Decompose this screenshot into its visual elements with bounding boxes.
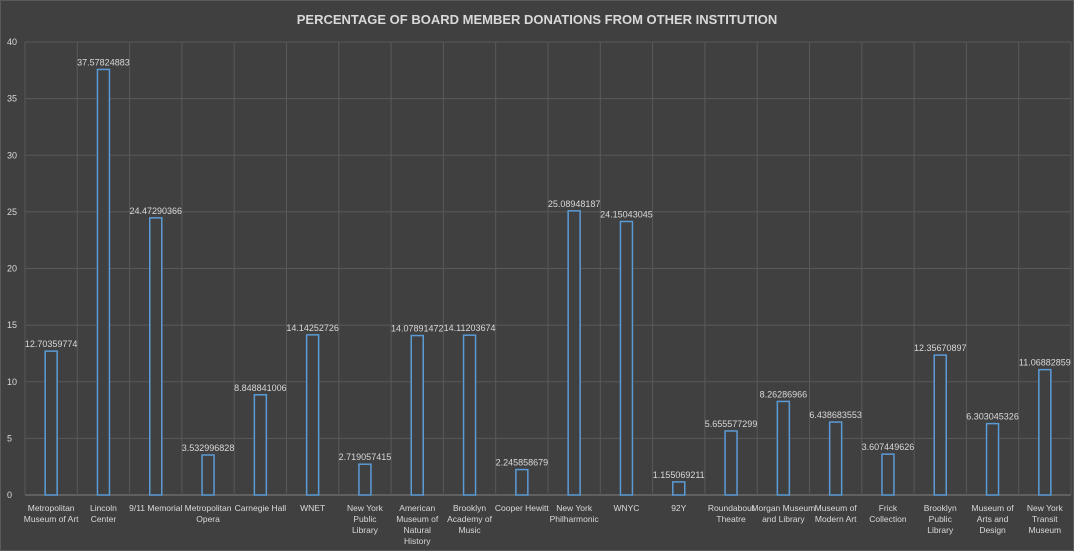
category-label: Brooklyn Academy of Music bbox=[447, 503, 493, 535]
category-label: Cooper Hewitt bbox=[495, 503, 549, 513]
bar bbox=[672, 481, 686, 496]
chart-title: PERCENTAGE OF BOARD MEMBER DONATIONS FRO… bbox=[297, 12, 778, 27]
y-tick-label: 5 bbox=[7, 433, 12, 443]
bar bbox=[462, 334, 477, 496]
category-label: Lincoln Center bbox=[90, 503, 117, 524]
y-tick-label: 20 bbox=[7, 264, 17, 274]
category-label: American Museum of Natural History bbox=[396, 503, 439, 546]
category-label: Museum of Arts and Design bbox=[972, 503, 1015, 535]
data-label: 2.245858679 bbox=[496, 458, 549, 468]
category-label: 92Y bbox=[671, 503, 686, 513]
bar bbox=[985, 422, 1000, 496]
y-axis: 0 5 10 15 20 25 30 35 40 bbox=[7, 37, 17, 500]
bar bbox=[933, 354, 947, 496]
bar bbox=[619, 220, 634, 496]
data-label: 24.47290366 bbox=[129, 206, 182, 216]
data-label: 8.26286966 bbox=[760, 389, 808, 399]
data-label: 3.532996828 bbox=[182, 443, 235, 453]
data-label: 6.438683553 bbox=[809, 410, 862, 420]
data-label: 3.607449626 bbox=[862, 442, 915, 452]
y-tick-label: 30 bbox=[7, 150, 17, 160]
data-label: 6.303045326 bbox=[966, 412, 1019, 422]
data-label: 14.14252726 bbox=[286, 323, 339, 333]
data-labels: 12.70359774 37.57824883 24.47290366 3.53299… bbox=[25, 57, 1071, 479]
bar bbox=[305, 334, 320, 496]
bar bbox=[201, 454, 215, 496]
bar bbox=[567, 210, 581, 496]
bar bbox=[44, 350, 58, 496]
category-label: Metropolitan Museum of Art bbox=[24, 503, 79, 524]
bar bbox=[724, 430, 738, 496]
y-tick-label: 15 bbox=[7, 320, 17, 330]
data-label: 11.06882859 bbox=[1019, 358, 1071, 368]
category-label: Roundabout Theatre bbox=[708, 503, 755, 524]
category-label: Morgan Museum and Library bbox=[751, 503, 815, 524]
y-tick-label: 25 bbox=[7, 207, 17, 217]
data-label: 2.719057415 bbox=[339, 452, 392, 462]
category-label: Carnegie Hall bbox=[235, 503, 287, 513]
bars bbox=[44, 68, 1052, 496]
bar bbox=[96, 68, 111, 496]
y-tick-label: 10 bbox=[7, 377, 17, 387]
data-label: 1.155069211 bbox=[653, 470, 705, 480]
category-label: WNYC bbox=[613, 503, 639, 513]
category-label: New York Public Library bbox=[347, 503, 384, 535]
category-label: 9/11 Memorial bbox=[129, 503, 182, 513]
data-label: 14.11203674 bbox=[444, 323, 496, 333]
category-label: New York Philharmonic bbox=[550, 503, 600, 524]
y-tick-label: 40 bbox=[7, 37, 17, 47]
bar bbox=[828, 421, 843, 496]
category-label: WNET bbox=[300, 503, 325, 513]
bar bbox=[515, 468, 529, 496]
data-label: 24.15043045 bbox=[600, 209, 653, 219]
y-tick-label: 35 bbox=[7, 94, 17, 104]
bar bbox=[1038, 368, 1052, 496]
data-label: 37.57824883 bbox=[77, 57, 130, 67]
gridlines bbox=[24, 41, 1072, 496]
data-label: 12.70359774 bbox=[25, 339, 78, 349]
y-tick-label: 0 bbox=[7, 490, 12, 500]
bar bbox=[410, 334, 424, 496]
category-label: Frick Collection bbox=[869, 503, 907, 524]
data-label: 5.655577299 bbox=[705, 419, 758, 429]
bar bbox=[149, 217, 163, 496]
bar bbox=[358, 463, 372, 496]
data-label: 25.08948187 bbox=[548, 199, 601, 209]
bar bbox=[881, 453, 895, 496]
category-label: New York Transit Museum bbox=[1027, 503, 1064, 535]
category-label: Museum of Modern Art bbox=[815, 503, 858, 524]
bar bbox=[776, 400, 791, 496]
data-label: 14.07891472 bbox=[391, 324, 444, 334]
data-label: 8.848841006 bbox=[234, 383, 287, 393]
category-label: Metropolitan Opera bbox=[185, 503, 232, 524]
data-label: 12.35670897 bbox=[914, 343, 967, 353]
category-label: Brooklyn Public Library bbox=[924, 503, 957, 535]
bar bbox=[253, 394, 268, 496]
x-axis: Metropolitan Museum of Art Lincoln Center 9/… bbox=[24, 503, 1064, 546]
